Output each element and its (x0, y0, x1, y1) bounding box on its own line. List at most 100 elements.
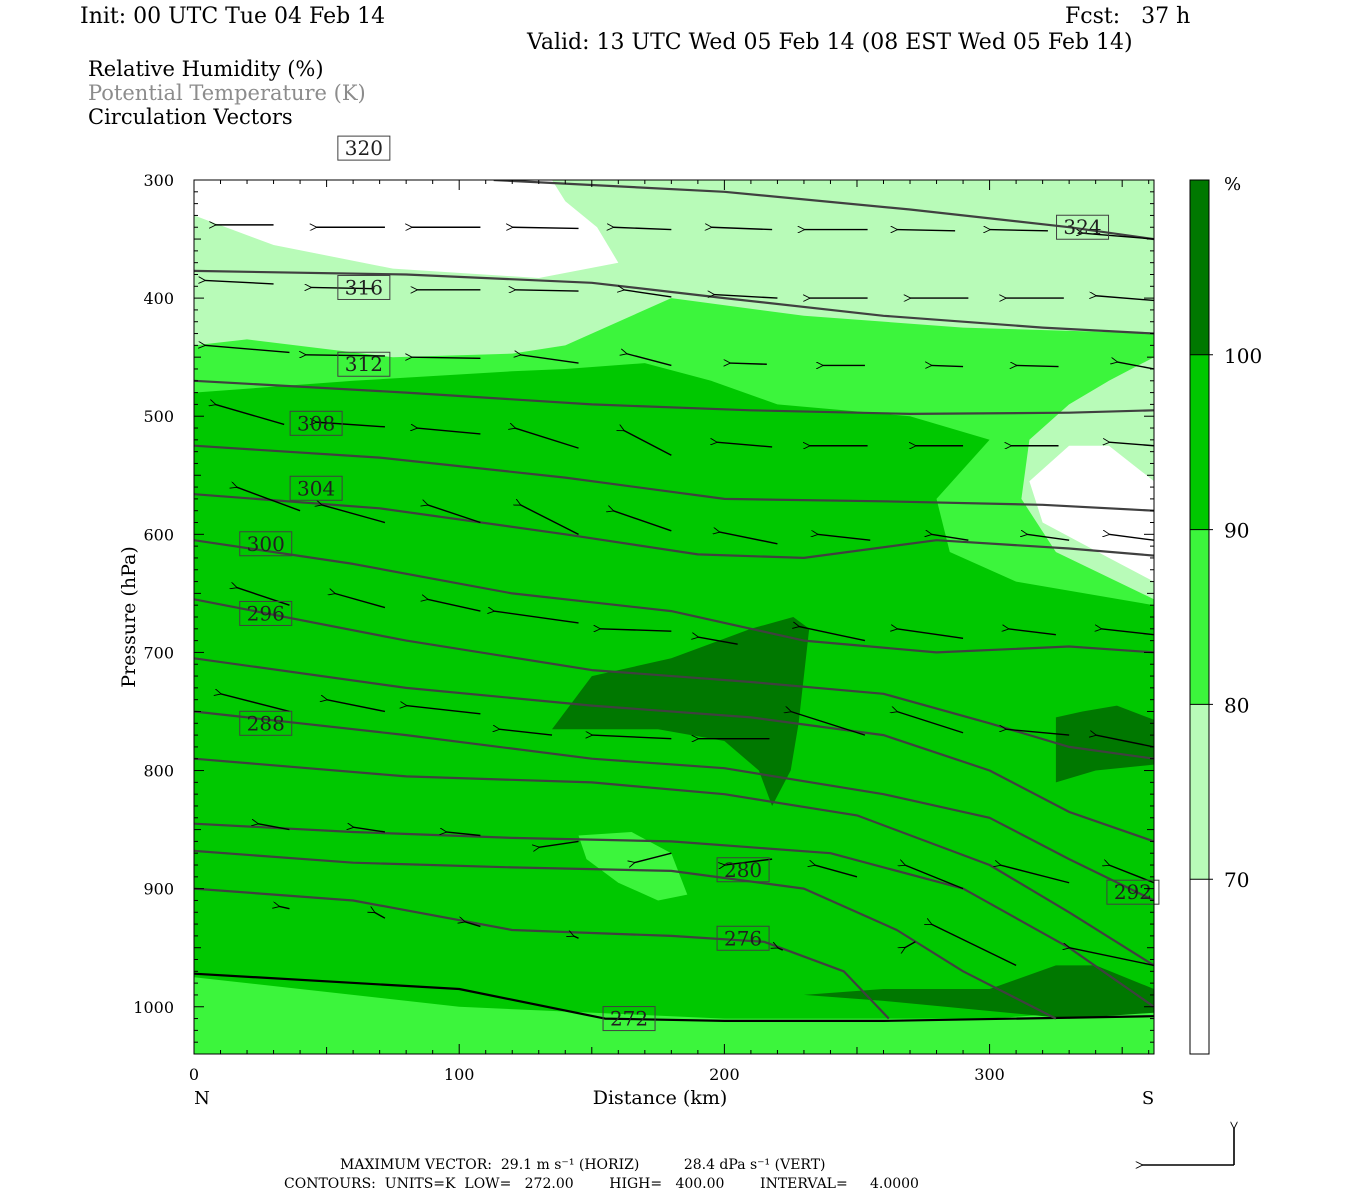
circulation-vector (799, 626, 866, 642)
theta-contour-292 (194, 710, 1154, 902)
circulation-vector (897, 629, 964, 639)
circulation-vector (1096, 296, 1154, 302)
circulation-vector (1101, 629, 1154, 636)
x-end-label-south: S (1142, 1088, 1154, 1109)
circulation-vector (417, 428, 481, 435)
circulation-vector (279, 906, 290, 910)
circulation-vector (897, 230, 956, 231)
colorbar-segment (1190, 879, 1209, 1054)
circulation-vector (626, 354, 672, 367)
circulation-vector (520, 505, 579, 535)
contour-label-300: 300 (239, 531, 293, 557)
x-end-label-north: N (194, 1088, 210, 1109)
circulation-vector (427, 599, 481, 612)
circulation-vector (236, 587, 290, 606)
x-tick-label: 100 (444, 1065, 475, 1084)
rh-region-100plus (1055, 705, 1154, 783)
field-rh-label: Relative Humidity (%) (88, 57, 324, 81)
circulation-vector (1096, 735, 1154, 748)
circulation-vector (316, 422, 385, 428)
circulation-vector (258, 824, 290, 831)
y-tick-label: 900 (143, 880, 174, 899)
circulation-vector (446, 832, 481, 837)
y-tick-label: 600 (143, 525, 174, 544)
circulation-vector (221, 694, 290, 713)
circulation-vector (719, 532, 778, 545)
circulation-vector (1117, 362, 1154, 370)
theta-contour-284 (194, 822, 1154, 1008)
y-tick-label: 500 (143, 407, 174, 426)
theta-contour-272 (194, 972, 1154, 1023)
colorbar-segment (1190, 354, 1209, 530)
x-axis-title: Distance (km) (593, 1087, 728, 1109)
theta-contour-308 (194, 493, 1154, 560)
y-tick-label: 400 (143, 289, 174, 308)
circulation-vector (515, 428, 579, 449)
contour-label-text: 280 (724, 858, 762, 882)
circulation-vector (1005, 729, 1070, 736)
forecast-hour: Fcst: 37 h (1065, 4, 1191, 29)
circulation-vector (1082, 233, 1154, 240)
valid-time: Valid: 13 UTC Wed 05 Feb 14 (08 EST Wed … (527, 30, 1133, 55)
field-vectors-label: Circulation Vectors (88, 105, 293, 129)
circulation-vector (539, 840, 579, 847)
circulation-vector (791, 711, 866, 736)
circulation-vector (573, 936, 579, 939)
contour-label-text: 288 (247, 711, 285, 735)
contour-label-308: 308 (289, 410, 343, 436)
circulation-vector (1109, 534, 1154, 541)
circulation-vector (205, 280, 274, 285)
reference-vector-icon (1142, 1128, 1234, 1165)
contour-label-296: 296 (239, 600, 293, 626)
circulation-vector (990, 230, 1048, 231)
colorbar-segment (1190, 704, 1209, 880)
circulation-vector (499, 729, 553, 736)
footer-max-vector: MAXIMUM VECTOR: 29.1 m s⁻¹ (HORIZ) 28.4 … (340, 1157, 826, 1173)
circulation-vector (634, 852, 672, 862)
circulation-vector (600, 629, 672, 631)
circulation-vector (1109, 442, 1154, 447)
colorbar-unit: % (1224, 174, 1241, 195)
contour-label-272: 272 (602, 1006, 656, 1032)
init-time: Init: 00 UTC Tue 04 Feb 14 (80, 4, 386, 29)
contour-label-text: 300 (247, 532, 285, 556)
circulation-vector (520, 355, 579, 364)
circulation-vector (1000, 865, 1070, 884)
circulation-vector (406, 706, 481, 715)
circulation-vector (236, 487, 301, 512)
circulation-vector (905, 865, 964, 890)
circulation-vector (724, 858, 773, 865)
contour-label-324: 324 (1056, 214, 1110, 240)
contour-label-292: 292 (1106, 879, 1160, 905)
theta-contour-280 (194, 849, 1057, 1020)
footer-contours: CONTOURS: UNITS=K LOW= 272.00 HIGH= 400.… (284, 1176, 919, 1192)
circulation-vector (464, 922, 481, 928)
contour-label-layer: 272 276 280 288 292 296 300 304 308 312 316 320 324 (239, 135, 1160, 1032)
circulation-vector (905, 941, 916, 948)
colorbar-level-label: 70 (1224, 868, 1249, 892)
contour-label-304: 304 (289, 475, 343, 501)
circulation-vector (311, 287, 375, 288)
contour-label-320: 320 (337, 135, 391, 161)
circulation-vector (1027, 534, 1070, 541)
circulation-vector (205, 345, 290, 354)
contour-label-280: 280 (716, 857, 770, 883)
theta-contour-296 (194, 657, 1154, 843)
circulation-vector (411, 357, 481, 358)
circulation-vector (494, 611, 579, 624)
circulation-vector (613, 511, 672, 532)
circulation-vector (613, 227, 672, 229)
rh-region-100plus (803, 965, 1154, 1019)
circulation-vector (931, 365, 964, 366)
circulation-vector (1008, 629, 1056, 636)
contour-label-276: 276 (716, 925, 770, 951)
theta-contour-layer (194, 180, 1154, 1023)
y-tick-label: 700 (143, 643, 174, 662)
circulation-vector (353, 827, 386, 833)
colorbar-segment (1190, 529, 1209, 705)
circulation-vector (321, 505, 386, 524)
circulation-vector (335, 593, 386, 609)
circulation-vector (716, 442, 773, 448)
theta-contour-304 (194, 539, 1154, 654)
circulation-vector (931, 534, 969, 541)
